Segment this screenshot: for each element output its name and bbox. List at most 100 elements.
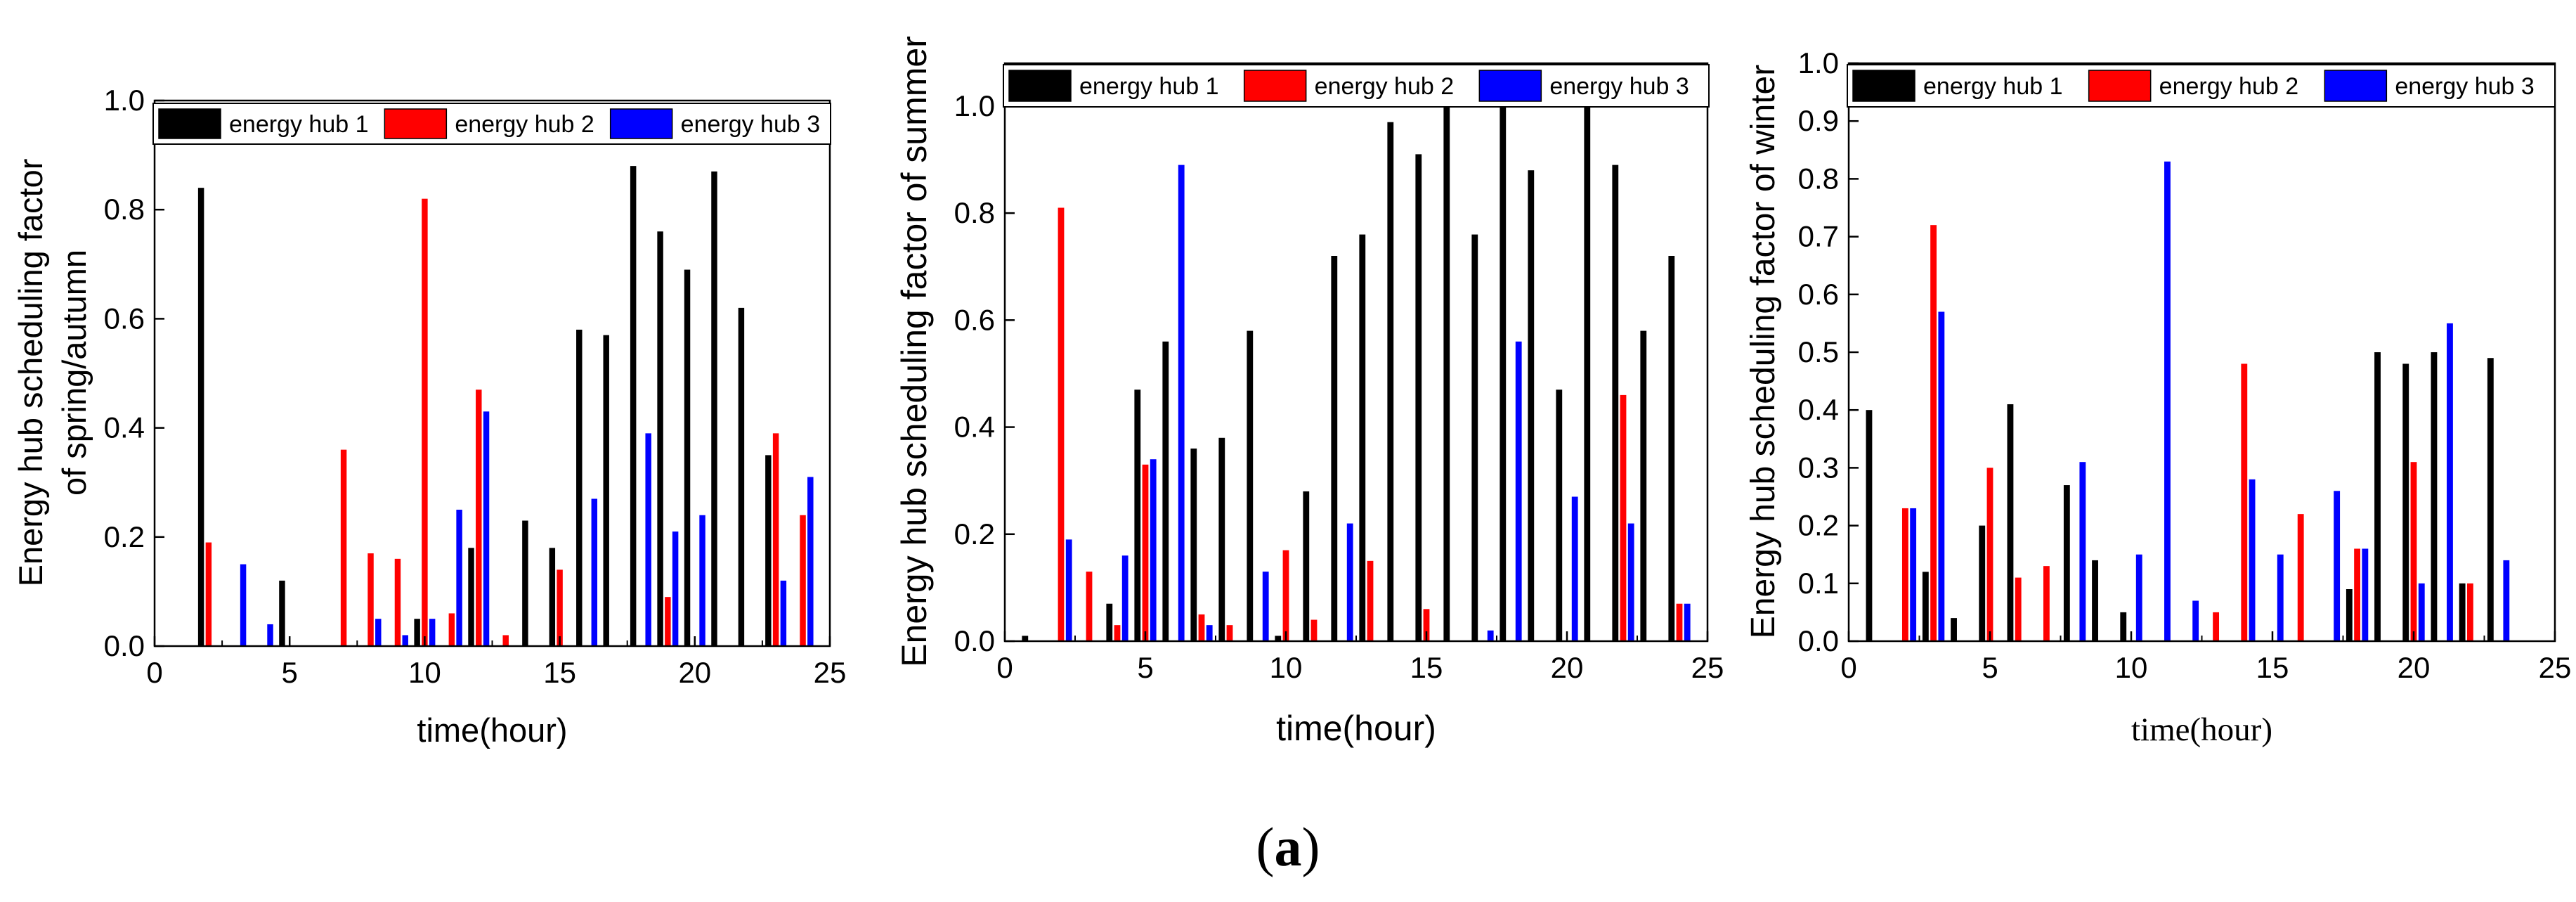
y-tick-label: 0.2: [1798, 509, 1839, 542]
y-tick-label: 0.8: [104, 193, 145, 226]
plot-frame-1: [153, 99, 831, 647]
bar-1-hub3-h16: [591, 498, 598, 646]
legend-swatch-hub2: [1243, 70, 1307, 102]
y-axis-label: Energy hub scheduling factor: [12, 159, 49, 587]
x-tick-label: 25: [1691, 651, 1724, 684]
bar-1-hub1-h14: [522, 520, 528, 646]
bar-1-hub2-h10: [422, 198, 428, 646]
legend-swatch-hub1: [1852, 70, 1915, 102]
bar-1-hub2-h13: [502, 635, 509, 646]
x-tick-label: 5: [282, 656, 298, 689]
bar-3-hub2-h7: [2043, 566, 2050, 641]
bar-1-hub2-h15: [557, 569, 563, 646]
bar-3-hub3-h11: [2164, 161, 2171, 642]
y-tick-label: 0.6: [954, 303, 995, 336]
y-tick-label: 1.0: [1798, 46, 1839, 79]
x-tick-label: 25: [2539, 651, 2572, 684]
legend-box: [1003, 64, 1710, 108]
bar-2-hub1-h22: [1612, 165, 1619, 642]
bar-2-hub2-h7: [1198, 614, 1205, 641]
bar-2-hub2-h2: [1058, 207, 1065, 641]
caption-letter: a: [1274, 816, 1302, 877]
x-axis-label: time(hour): [1276, 709, 1436, 748]
bar-2-hub2-h24: [1676, 603, 1683, 641]
x-tick-label: 25: [814, 656, 847, 689]
y-axis-label: of spring/autumn: [56, 250, 93, 496]
chart-3: 0 5 10 15 20 25 0.0 0.1 0.2 0.3 0.4 0.5 0.6 0.7 0.8 0.9…: [1745, 46, 2571, 748]
bar-2-hub1-h20: [1556, 389, 1563, 641]
bar-3-hub3-h14: [2249, 479, 2256, 641]
y-tick-label: 0.5: [1798, 335, 1839, 368]
bar-1-hub3-h18: [645, 433, 651, 646]
bar-1-hub3-h20: [699, 515, 705, 646]
bar-1-hub1-h16: [576, 329, 583, 646]
bar-2-hub3-h2: [1065, 539, 1072, 641]
bar-2-hub1-h11: [1303, 491, 1310, 641]
bar-2-hub2-h15: [1423, 609, 1430, 641]
legend-swatch-hub2: [384, 108, 448, 139]
bar-1-hub2-h24: [800, 515, 806, 646]
y-tick-label: 0.2: [104, 520, 145, 553]
caption-close-paren: ): [1301, 816, 1320, 877]
y-tick-label: 0.0: [1798, 624, 1839, 657]
bar-3-hub2-h2: [1901, 508, 1908, 641]
bar-2-hub3-h7: [1206, 625, 1213, 641]
legend-label-hub2: energy hub 2: [2159, 73, 2299, 100]
y-tick-label: 0.9: [1798, 104, 1839, 137]
bar-3-hub1-h6: [2007, 404, 2014, 641]
bar-2-hub1-h9: [1247, 330, 1254, 641]
legend-box: [152, 103, 831, 145]
bar-1-hub1-h22: [738, 307, 745, 646]
legend-label-hub1: energy hub 1: [1923, 73, 2063, 100]
bar-3-hub1-h23: [2487, 358, 2494, 641]
y-tick-label: 1.0: [104, 84, 145, 117]
bar-1-hub2-h2: [205, 542, 212, 646]
x-tick-label: 20: [1551, 651, 1584, 684]
bar-3-hub3-h2: [1910, 508, 1917, 641]
bar-3-hub2-h6: [2015, 577, 2022, 641]
bar-3-hub2-h13: [2213, 612, 2220, 641]
bar-2-hub2-h4: [1114, 625, 1121, 641]
x-tick-label: 15: [543, 656, 576, 689]
bar-1-hub3-h24: [807, 477, 814, 646]
legend-label-hub1: energy hub 1: [1079, 73, 1219, 100]
x-tick-label: 10: [408, 656, 441, 689]
bar-3-hub1-h5: [1979, 525, 1986, 641]
bar-2-hub1-h23: [1640, 330, 1647, 641]
bar-3-hub3-h20: [2418, 583, 2425, 641]
bar-2-hub2-h22: [1620, 394, 1627, 641]
bar-3-hub2-h22: [2466, 583, 2473, 641]
bar-1-hub3-h3: [240, 564, 247, 646]
bar-2-hub3-h22: [1627, 523, 1634, 641]
legend-swatch-hub3: [609, 108, 673, 139]
x-tick-label: 5: [1982, 651, 1998, 684]
bar-1-hub1-h15: [549, 548, 556, 646]
bar-2-hub1-h17: [1471, 234, 1478, 641]
legend-label-hub3: energy hub 3: [681, 111, 821, 138]
bar-3-hub3-h18: [2362, 548, 2369, 641]
y-axis-label: Energy hub scheduling factor of summer: [895, 36, 934, 667]
bar-2-hub3-h18: [1515, 341, 1522, 641]
bar-2-hub3-h17: [1487, 630, 1494, 641]
bar-2-hub1-h8: [1218, 437, 1225, 641]
bar-1-hub3-h23: [780, 580, 787, 646]
bar-2-hub2-h8: [1226, 625, 1233, 641]
x-tick-label: 5: [1137, 651, 1153, 684]
bar-1-hub1-h2: [197, 188, 204, 646]
bar-2-hub1-h7: [1190, 449, 1197, 641]
bar-2-hub1-h21: [1584, 105, 1591, 641]
y-tick-label: 1.0: [954, 89, 995, 122]
bar-2-hub3-h5: [1150, 459, 1157, 641]
bar-1-hub1-h17: [603, 335, 609, 646]
y-tick-label: 0.1: [1798, 567, 1839, 600]
bar-3-hub2-h14: [2241, 363, 2248, 641]
bar-3-hub2-h5: [1986, 468, 1993, 641]
legend-label-hub2: energy hub 2: [455, 111, 594, 138]
bar-2-hub3-h6: [1178, 165, 1185, 642]
y-tick-label: 0.0: [104, 629, 145, 662]
x-tick-label: 20: [2398, 651, 2431, 684]
bar-2-hub3-h4: [1121, 555, 1128, 641]
bar-3-hub1-h19: [2374, 352, 2381, 641]
